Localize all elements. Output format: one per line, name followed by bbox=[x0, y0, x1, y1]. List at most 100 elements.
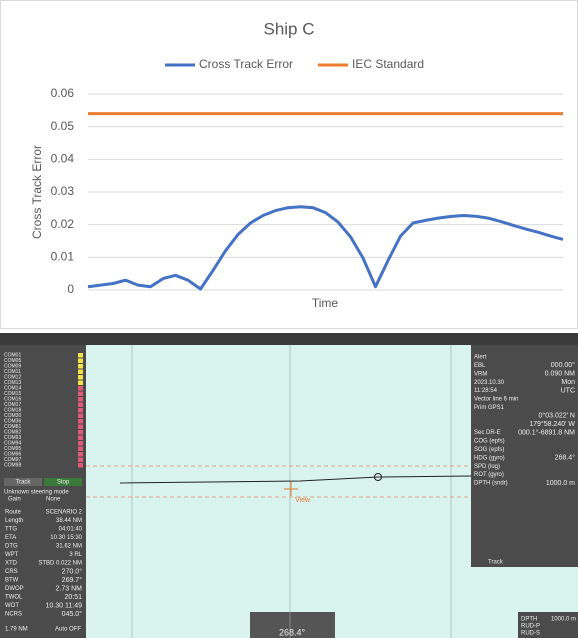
info-value: Mon bbox=[561, 379, 575, 386]
y-tick-label: 0.06 bbox=[51, 86, 75, 100]
y-tick-label: 0.02 bbox=[51, 217, 75, 231]
chart-frame bbox=[1, 1, 578, 329]
com-status bbox=[78, 397, 83, 402]
bottom-right-value: 1000.0 m bbox=[551, 617, 576, 623]
com-status bbox=[78, 452, 83, 457]
y-tick-label: 0.01 bbox=[51, 250, 75, 264]
info-key: 2023.10.30 bbox=[474, 380, 505, 386]
route-key: TTG bbox=[5, 527, 17, 533]
com-status bbox=[78, 370, 83, 375]
com-status bbox=[78, 381, 83, 386]
route-key: Length bbox=[5, 518, 23, 524]
route-value: 31.62 NM bbox=[56, 544, 82, 550]
com-status bbox=[78, 458, 83, 463]
com-status bbox=[78, 430, 83, 435]
route-value: 270.0° bbox=[62, 567, 83, 575]
info-key: Sec DR-E bbox=[474, 430, 501, 436]
route-value: 10.30 15:30 bbox=[50, 535, 82, 541]
com-status bbox=[78, 414, 83, 419]
y-tick-label: 0.03 bbox=[51, 184, 75, 198]
y-tick-label: 0 bbox=[67, 282, 74, 296]
route-value: SCENARIO 2 bbox=[46, 510, 83, 516]
com-status bbox=[78, 392, 83, 397]
route-value: 269.7° bbox=[62, 576, 83, 584]
bottom-right-key: DPTH bbox=[521, 617, 537, 623]
info-key: ROT (gyro) bbox=[474, 472, 504, 478]
info-value: 179°58.240' W bbox=[529, 420, 575, 428]
com-status bbox=[78, 359, 83, 364]
route-key: Route bbox=[5, 510, 22, 516]
com-status bbox=[78, 353, 83, 358]
com-status bbox=[78, 364, 83, 369]
route-key: CRS bbox=[5, 569, 18, 575]
route-value: 38.44 NM bbox=[56, 518, 82, 524]
route-key: WPT bbox=[5, 552, 19, 558]
route-key: DTG bbox=[5, 544, 18, 550]
info-value: 000.1°-6891.8 NM bbox=[518, 428, 575, 436]
route-key: NCRS bbox=[5, 612, 22, 618]
route-key: XTD bbox=[5, 561, 18, 567]
route-value: STBD 0.022 NM bbox=[38, 561, 82, 567]
page: Ship C Cross Track Error Time 0 0.01 0.02 0… bbox=[0, 0, 578, 638]
info-key: Prim GPS1 bbox=[474, 405, 505, 411]
y-axis-label: Cross Track Error bbox=[30, 145, 44, 239]
com-status bbox=[78, 386, 83, 391]
track-label: Track bbox=[488, 560, 504, 566]
view-label: View bbox=[295, 497, 311, 504]
route-value: 04:01:40 bbox=[59, 527, 83, 533]
steering-mode: Unknown steering mode bbox=[4, 490, 69, 496]
info-value: 000.00° bbox=[551, 361, 575, 369]
info-value: 268.4° bbox=[555, 454, 576, 462]
mode-button-label: Track bbox=[16, 480, 32, 486]
info-key: COG (epfs) bbox=[474, 439, 505, 445]
route-value: 20:51 bbox=[64, 594, 82, 601]
route-key: TWOL bbox=[5, 595, 23, 601]
y-tick-label: 0.04 bbox=[51, 152, 75, 166]
route-key: ETA bbox=[5, 535, 16, 541]
com-status bbox=[78, 419, 83, 424]
legend-label: Cross Track Error bbox=[199, 57, 293, 71]
route-value: 2.73 NM bbox=[56, 585, 83, 592]
bottom-left-item: Auto OFF bbox=[55, 627, 81, 633]
y-tick-label: 0.05 bbox=[51, 119, 75, 133]
gain-item: Gain bbox=[8, 497, 21, 503]
bottom-right-key: RUD-P bbox=[521, 624, 540, 630]
x-axis-label: Time bbox=[312, 296, 339, 310]
chart-title: Ship C bbox=[263, 19, 314, 38]
route-key: BTW bbox=[5, 578, 19, 584]
info-key: Alert bbox=[474, 355, 487, 361]
info-value: 1000.0 m bbox=[546, 480, 575, 487]
heading: 268.4° bbox=[279, 627, 306, 637]
route-value: 3 RL bbox=[69, 552, 82, 558]
com-item: COM98 bbox=[4, 462, 21, 468]
info-key: Vector line 6 min bbox=[474, 397, 518, 403]
info-value: 0.090 NM bbox=[545, 371, 576, 378]
info-value: 0°03.022' N bbox=[539, 412, 575, 420]
com-status bbox=[78, 408, 83, 413]
com-status bbox=[78, 441, 83, 446]
info-key: EBL bbox=[474, 363, 486, 369]
route-key: WOT bbox=[5, 603, 19, 609]
bottom-right-key: RUD-S bbox=[521, 631, 540, 637]
info-key: DPTH (sndr) bbox=[474, 481, 508, 487]
legend-label: IEC Standard bbox=[352, 57, 424, 71]
com-status bbox=[78, 463, 83, 468]
bottom-left-item: 1.79 NM bbox=[5, 627, 28, 633]
info-key: VRM bbox=[474, 371, 487, 377]
info-key: 11:28:54 bbox=[474, 388, 498, 394]
com-status bbox=[78, 436, 83, 441]
com-status bbox=[78, 425, 83, 430]
gain-item: None bbox=[46, 497, 61, 503]
toolbar bbox=[0, 333, 578, 345]
com-status bbox=[78, 403, 83, 408]
com-status bbox=[78, 375, 83, 380]
route-key: DWOP bbox=[5, 586, 24, 592]
com-status bbox=[78, 447, 83, 452]
mode-button-label: Stop bbox=[57, 480, 70, 486]
info-value: UTC bbox=[561, 387, 575, 394]
info-key: HDG (gyro) bbox=[474, 455, 505, 461]
route-value: 045.0° bbox=[62, 610, 83, 618]
info-key: SPD (log) bbox=[474, 464, 500, 470]
route-value: 10.30 11:49 bbox=[46, 602, 83, 609]
info-key: SOG (epfs) bbox=[474, 447, 504, 453]
